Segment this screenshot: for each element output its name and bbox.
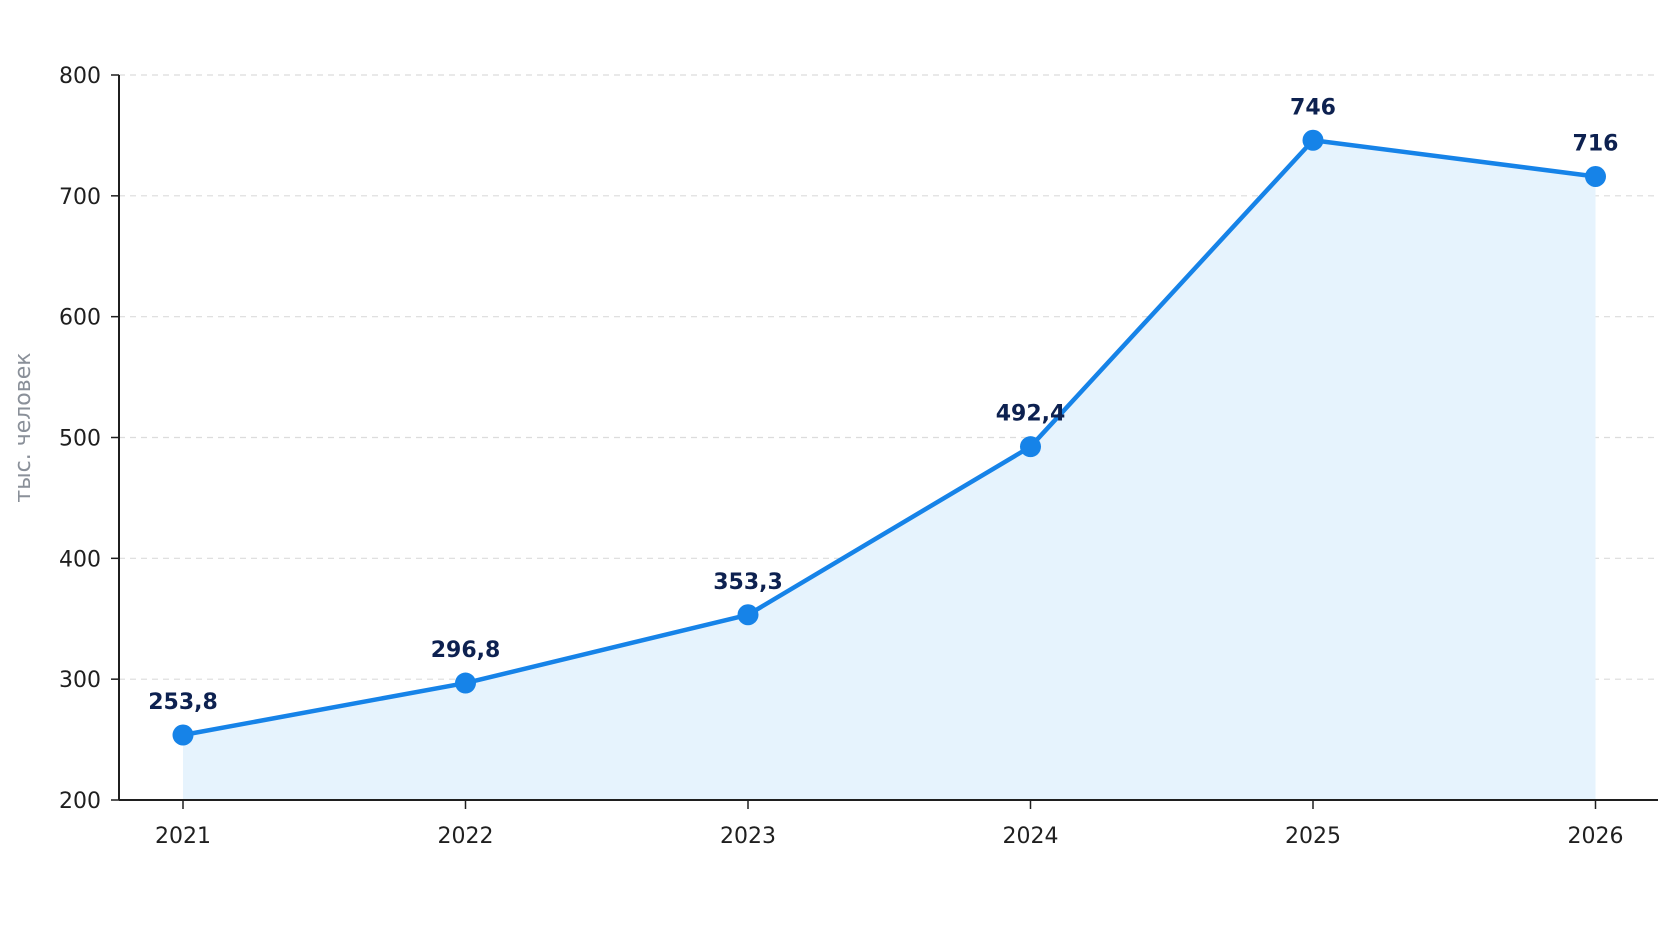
x-tick-label: 2024 [1003, 824, 1059, 849]
y-axis-label: тыс. человек [11, 352, 36, 502]
x-tick-label: 2022 [438, 824, 494, 849]
x-tick-label: 2026 [1568, 824, 1624, 849]
data-label: 716 [1573, 132, 1619, 157]
y-axis-ticks: 200 300 400 500 600 700 800 [59, 64, 119, 814]
x-tick-label: 2023 [720, 824, 776, 849]
data-label: 253,8 [148, 690, 218, 715]
y-tick-label: 200 [59, 789, 101, 814]
data-label: 492,4 [996, 402, 1066, 427]
y-tick-label: 800 [59, 64, 101, 89]
data-point [737, 604, 759, 626]
gridlines [119, 74, 1658, 680]
data-label: 746 [1290, 95, 1336, 120]
data-label: 296,8 [431, 638, 501, 663]
y-tick-label: 400 [59, 547, 101, 572]
data-label: 353,3 [713, 570, 783, 595]
y-tick-label: 300 [59, 668, 101, 693]
y-tick-label: 500 [59, 427, 101, 452]
data-point [1585, 166, 1606, 187]
area-fill [183, 140, 1596, 800]
series-line [182, 138, 1596, 738]
x-tick-label: 2021 [155, 824, 211, 849]
data-labels: 253,8 296,8 353,3 492,4 746 716 [148, 95, 1618, 715]
data-point [172, 724, 194, 746]
data-point [1302, 129, 1324, 151]
data-points [172, 129, 1606, 746]
data-point [455, 672, 476, 694]
y-tick-label: 700 [59, 185, 101, 210]
data-point [1020, 436, 1041, 458]
x-tick-label: 2025 [1285, 824, 1341, 849]
x-axis-ticks: 2021 2022 2023 2024 2025 2026 [155, 800, 1624, 849]
y-tick-label: 600 [59, 306, 101, 331]
